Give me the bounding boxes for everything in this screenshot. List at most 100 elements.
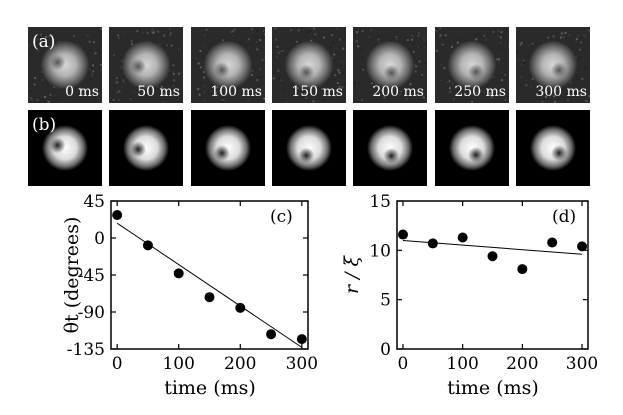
noise-speckle <box>197 88 200 91</box>
noise-speckle <box>395 30 398 33</box>
noise-speckle <box>497 35 500 38</box>
noise-speckle <box>62 101 65 103</box>
plot-c-xlabel: time (ms) <box>164 377 256 399</box>
noise-speckle <box>395 36 398 39</box>
noise-speckle <box>204 45 207 48</box>
noise-speckle <box>338 38 341 41</box>
noise-speckle <box>501 79 504 82</box>
noise-speckle <box>471 101 474 103</box>
noise-speckle <box>215 90 218 93</box>
noise-speckle <box>524 33 527 36</box>
noise-speckle <box>367 35 370 38</box>
noise-speckle <box>420 92 423 95</box>
plot-c-ylabel-group: θt (degrees) <box>61 217 83 334</box>
noise-speckle <box>295 101 297 103</box>
noise-speckle <box>276 45 279 48</box>
noise-speckle <box>275 65 278 68</box>
noise-speckle <box>47 100 50 103</box>
vortex-core <box>49 137 66 154</box>
noise-speckle <box>571 33 574 35</box>
noise-speckle <box>589 86 590 89</box>
x-tick-label: 200 <box>506 354 538 374</box>
noise-speckle <box>393 95 396 98</box>
noise-speckle <box>520 41 523 44</box>
noise-speckle <box>116 81 119 84</box>
noise-speckle <box>295 40 298 43</box>
noise-speckle <box>172 72 175 75</box>
noise-speckle <box>36 99 39 102</box>
noise-speckle <box>417 34 420 37</box>
noise-speckle <box>275 38 277 41</box>
noise-speckle <box>439 27 442 30</box>
condensate-blob <box>367 125 413 171</box>
noise-speckle <box>559 36 562 39</box>
noise-speckle <box>44 95 46 98</box>
noise-speckle <box>297 87 300 89</box>
noise-speckle <box>418 60 421 63</box>
noise-speckle <box>99 64 102 66</box>
noise-speckle <box>451 43 454 46</box>
plot-c-panel-label: (c) <box>270 207 293 227</box>
noise-speckle <box>448 80 451 83</box>
noise-speckle <box>417 31 420 34</box>
noise-speckle <box>94 52 97 55</box>
noise-speckle <box>169 32 172 34</box>
noise-speckle <box>419 45 422 48</box>
noise-speckle <box>424 62 427 65</box>
noise-speckle <box>32 54 35 56</box>
noise-speckle <box>450 44 453 47</box>
time-label: 0 ms <box>65 84 99 100</box>
noise-speckle <box>335 27 338 30</box>
noise-speckle <box>520 76 523 79</box>
y-tick-label: -45 <box>78 266 105 286</box>
noise-speckle <box>199 82 202 84</box>
noise-speckle <box>338 71 341 74</box>
noise-speckle <box>473 31 476 34</box>
noise-speckle <box>123 31 126 34</box>
noise-speckle <box>95 90 98 93</box>
noise-speckle <box>129 97 132 100</box>
noise-speckle <box>313 27 316 30</box>
noise-speckle <box>497 30 500 32</box>
noise-speckle <box>37 73 40 76</box>
noise-speckle <box>396 38 399 41</box>
data-point <box>266 329 277 340</box>
noise-speckle <box>172 64 175 67</box>
noise-speckle <box>303 93 306 96</box>
noise-speckle <box>534 86 537 89</box>
noise-speckle <box>216 86 219 89</box>
noise-speckle <box>492 31 495 33</box>
y-tick-label: 10 <box>369 241 391 261</box>
noise-speckle <box>366 35 369 37</box>
noise-speckle <box>49 93 52 96</box>
noise-speckle <box>151 30 153 33</box>
time-label: 300 ms <box>535 84 587 100</box>
noise-speckle <box>585 100 588 102</box>
noise-speckle <box>422 28 425 31</box>
noise-speckle <box>500 36 502 39</box>
noise-speckle <box>547 36 550 39</box>
plot-c: (c) time (ms) θt (degrees) 0 100 200 300 45 0… <box>61 192 318 399</box>
noise-speckle <box>41 78 44 81</box>
noise-speckle <box>569 81 572 84</box>
noise-speckle <box>483 34 486 37</box>
noise-speckle <box>86 34 89 37</box>
noise-speckle <box>194 57 197 60</box>
noise-speckle <box>202 71 205 74</box>
noise-speckle <box>256 29 259 32</box>
noise-speckle <box>231 30 234 33</box>
noise-speckle <box>92 88 95 91</box>
noise-speckle <box>497 47 500 50</box>
noise-speckle <box>203 85 206 88</box>
noise-speckle <box>56 86 59 89</box>
noise-speckle <box>362 68 365 71</box>
noise-speckle <box>90 73 93 76</box>
plot-d-ylabel-group: r / ξ <box>341 254 363 294</box>
noise-speckle <box>469 91 472 94</box>
noise-speckle <box>163 93 166 96</box>
noise-speckle <box>169 34 172 36</box>
noise-speckle <box>57 40 60 43</box>
noise-speckle <box>417 45 420 48</box>
noise-speckle <box>29 50 31 53</box>
noise-speckle <box>93 96 96 99</box>
